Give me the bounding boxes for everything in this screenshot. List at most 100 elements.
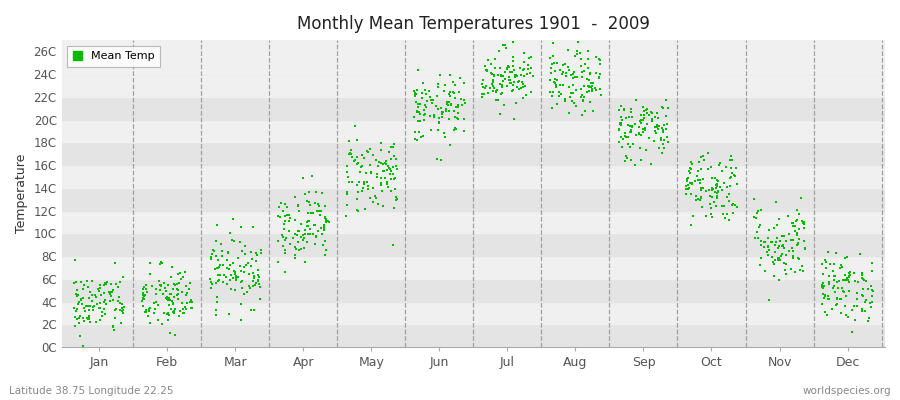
Point <box>374 188 389 195</box>
Point <box>830 296 844 302</box>
Point <box>855 292 869 298</box>
Point <box>635 117 650 124</box>
Point <box>786 253 800 259</box>
Point <box>724 170 739 176</box>
Point <box>491 72 505 78</box>
Point <box>815 280 830 286</box>
Point <box>703 193 717 199</box>
Point <box>203 254 218 260</box>
Point <box>709 182 724 188</box>
Point <box>684 181 698 187</box>
Point <box>570 50 584 57</box>
Point <box>767 273 781 280</box>
Point <box>137 284 151 291</box>
Point <box>682 165 697 172</box>
Point <box>361 186 375 192</box>
Point <box>545 53 560 59</box>
Point <box>778 267 793 274</box>
Point <box>747 214 761 220</box>
Point <box>788 223 802 230</box>
Point <box>439 106 454 112</box>
Point <box>584 86 598 92</box>
Point <box>501 73 516 80</box>
Point <box>613 121 627 128</box>
Point <box>830 295 844 301</box>
Point <box>309 189 323 196</box>
Point <box>487 84 501 91</box>
Point <box>109 280 123 287</box>
Point <box>626 141 640 148</box>
Point <box>710 183 724 189</box>
Point <box>697 176 711 182</box>
Point <box>112 306 127 313</box>
Point <box>495 83 509 90</box>
Point <box>776 242 790 248</box>
Point <box>508 72 522 79</box>
Point <box>158 284 173 291</box>
Point <box>784 236 798 243</box>
Point <box>662 105 676 111</box>
Point <box>355 162 369 169</box>
Point <box>834 264 849 270</box>
Point <box>492 48 507 54</box>
Point <box>795 218 809 224</box>
Point <box>408 92 422 98</box>
Point <box>443 88 457 95</box>
Point <box>720 211 734 218</box>
Point <box>637 127 652 134</box>
Point <box>723 175 737 181</box>
Point <box>487 72 501 79</box>
Point <box>148 299 163 305</box>
Point <box>627 120 642 127</box>
Bar <box>62 97 885 120</box>
Point <box>580 48 595 54</box>
Point <box>708 189 723 196</box>
Point <box>556 62 571 68</box>
Point <box>506 39 520 46</box>
Point <box>140 313 155 320</box>
Point <box>827 261 842 267</box>
Text: worldspecies.org: worldspecies.org <box>803 386 891 396</box>
Point <box>219 274 233 280</box>
Point <box>771 277 786 283</box>
Point <box>76 286 90 292</box>
Point <box>170 296 184 302</box>
Point <box>713 159 727 166</box>
Point <box>93 281 107 288</box>
Point <box>860 286 875 292</box>
Point <box>484 81 499 88</box>
Point <box>580 82 595 89</box>
Point <box>624 157 638 163</box>
Point <box>498 76 512 82</box>
Point <box>619 134 634 140</box>
Point <box>554 90 568 97</box>
Point <box>491 86 505 93</box>
Point <box>828 250 842 256</box>
Point <box>106 324 121 330</box>
Point <box>768 249 782 256</box>
Point <box>633 118 647 124</box>
Point <box>340 163 355 169</box>
Point <box>854 274 868 281</box>
Point <box>814 260 829 267</box>
Point <box>70 292 85 298</box>
Point <box>254 247 268 254</box>
Point <box>826 273 841 279</box>
Point <box>276 221 291 227</box>
Point <box>252 281 266 288</box>
Point <box>838 272 852 279</box>
Point <box>708 203 723 210</box>
Point <box>382 149 397 155</box>
Point <box>412 118 427 124</box>
Point <box>448 104 463 110</box>
Point <box>88 293 103 300</box>
Point <box>612 126 626 133</box>
Point <box>300 223 314 229</box>
Point <box>97 311 112 318</box>
Point <box>797 224 812 231</box>
Point <box>454 102 469 108</box>
Point <box>694 153 708 160</box>
Point <box>648 113 662 120</box>
Point <box>114 300 129 307</box>
Point <box>352 179 366 185</box>
